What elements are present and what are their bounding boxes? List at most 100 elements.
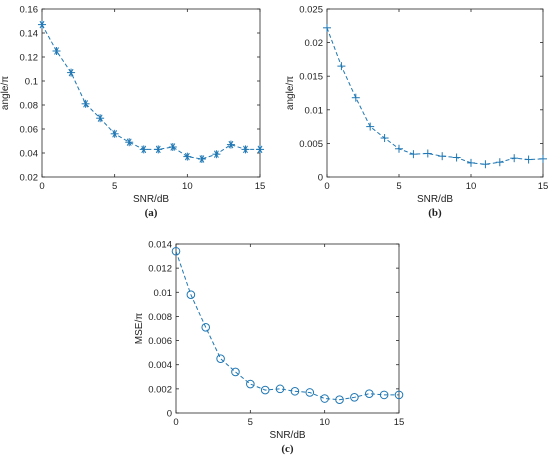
y-tick-label-b: 0.005 bbox=[299, 139, 323, 150]
marker-circle bbox=[231, 367, 240, 377]
data-point-a bbox=[81, 99, 90, 108]
data-point-b bbox=[351, 93, 360, 102]
series-line-a bbox=[41, 24, 260, 160]
data-point-b bbox=[438, 152, 447, 161]
panel-label-c: (c) bbox=[281, 443, 294, 455]
x-tick-label-c: 0 bbox=[173, 417, 178, 428]
data-point-b bbox=[510, 154, 519, 163]
marker-circle bbox=[320, 394, 329, 403]
plot-frame-c bbox=[175, 243, 400, 414]
y-tick-label-c: 0.002 bbox=[148, 384, 172, 395]
panel-label-b: (b) bbox=[428, 207, 442, 219]
data-point-b bbox=[409, 150, 418, 159]
data-point-c bbox=[364, 389, 374, 398]
data-point-c bbox=[335, 395, 344, 405]
data-point-c bbox=[379, 390, 389, 400]
data-point-c bbox=[171, 246, 181, 256]
y-tick-label-b: 0.015 bbox=[299, 72, 323, 83]
data-point-a bbox=[67, 68, 76, 77]
marker-circle bbox=[201, 322, 211, 332]
x-tick-label-a: 15 bbox=[255, 181, 266, 192]
chart-panel-b: 0 5 10 15 0 0.005 0.01 0.015 0.02 0.025 SNR/dB angl… bbox=[285, 5, 548, 220]
y-tick-label-c: 0.008 bbox=[148, 312, 172, 323]
data-point-c bbox=[201, 322, 211, 332]
marker-circle bbox=[186, 290, 196, 300]
y-axis-label-c: MSE/π bbox=[134, 313, 145, 344]
data-point-a bbox=[183, 152, 192, 161]
data-point-b bbox=[380, 134, 389, 143]
series-line-b bbox=[326, 27, 544, 165]
y-tick-label-a: 0.08 bbox=[20, 101, 39, 112]
y-tick-label-a: 0.12 bbox=[20, 53, 39, 64]
x-axis-label-b: SNR/dB bbox=[417, 194, 453, 205]
data-point-a bbox=[52, 47, 61, 55]
x-axis-label-c: SNR/dB bbox=[269, 430, 305, 441]
data-point-a bbox=[96, 114, 105, 123]
data-point-b bbox=[323, 23, 331, 32]
data-point-a bbox=[110, 129, 119, 138]
data-point-c bbox=[290, 386, 300, 396]
data-point-c bbox=[275, 384, 285, 394]
data-point-b bbox=[423, 149, 432, 158]
data-point-b bbox=[366, 122, 375, 131]
data-point-a bbox=[154, 145, 163, 154]
marker-circle bbox=[171, 246, 181, 256]
data-point-b bbox=[481, 160, 490, 169]
data-point-a bbox=[168, 143, 177, 151]
data-point-c bbox=[231, 367, 240, 377]
data-point-a bbox=[125, 138, 134, 147]
data-point-b bbox=[524, 155, 533, 164]
panel-label-a: (a) bbox=[145, 207, 158, 219]
plot-frame-a bbox=[41, 8, 261, 178]
y-tick-label-a: 0.06 bbox=[20, 125, 39, 136]
chart-panel-c: 0 5 10 15 0 0.002 0.004 0.006 0.008 0.01 0.012 0.01… bbox=[134, 240, 404, 456]
marker-circle bbox=[216, 354, 225, 363]
y-tick-label-b: 0.01 bbox=[305, 105, 324, 116]
y-tick-label-a: 0.16 bbox=[20, 5, 39, 16]
data-point-c bbox=[394, 390, 404, 400]
data-point-c bbox=[305, 388, 315, 397]
data-point-a bbox=[38, 20, 46, 29]
data-point-a bbox=[241, 145, 250, 154]
data-point-c bbox=[216, 354, 225, 363]
x-tick-label-a: 5 bbox=[112, 181, 117, 192]
x-tick-label-a: 10 bbox=[182, 181, 193, 192]
data-point-a bbox=[197, 155, 206, 163]
data-point-b bbox=[337, 62, 346, 71]
x-axis-label-a: SNR/dB bbox=[133, 194, 169, 205]
marker-circle bbox=[379, 390, 389, 400]
data-point-a bbox=[212, 150, 221, 159]
series-line-c bbox=[175, 251, 399, 401]
data-point-b bbox=[495, 158, 504, 167]
marker-circle bbox=[246, 379, 255, 389]
plot-frame-b bbox=[326, 8, 544, 178]
x-tick-label-c: 5 bbox=[248, 417, 253, 428]
y-tick-label-a: 0.02 bbox=[20, 173, 39, 184]
data-point-c bbox=[350, 393, 359, 402]
marker-circle bbox=[364, 389, 374, 398]
marker-circle bbox=[275, 384, 285, 394]
data-point-c bbox=[186, 290, 196, 300]
marker-circle bbox=[260, 385, 270, 395]
y-tick-label-b: 0.02 bbox=[305, 38, 324, 49]
y-tick-label-c: 0 bbox=[167, 409, 172, 420]
y-tick-label-c: 0.012 bbox=[148, 264, 172, 275]
data-point-a bbox=[256, 145, 264, 154]
marker-circle bbox=[305, 388, 315, 397]
data-point-c bbox=[246, 379, 255, 389]
data-point-c bbox=[320, 394, 329, 403]
x-tick-label-c: 10 bbox=[319, 417, 330, 428]
data-point-b bbox=[395, 144, 403, 153]
chart-panel-a: 0 5 10 15 0.02 0.04 0.06 0.08 0.1 0.12 0.14 0.16 SNR… bbox=[0, 5, 265, 220]
marker-circle bbox=[394, 390, 404, 400]
x-tick-label-b: 10 bbox=[466, 181, 477, 192]
x-tick-label-c: 15 bbox=[394, 417, 405, 428]
data-point-a bbox=[226, 140, 235, 149]
data-point-b bbox=[539, 154, 547, 163]
x-tick-label-b: 5 bbox=[396, 181, 401, 192]
data-point-a bbox=[139, 145, 148, 154]
data-point-b bbox=[467, 158, 475, 167]
y-tick-label-c: 0.014 bbox=[148, 240, 172, 251]
y-axis-label-a: angle/π bbox=[0, 76, 11, 110]
